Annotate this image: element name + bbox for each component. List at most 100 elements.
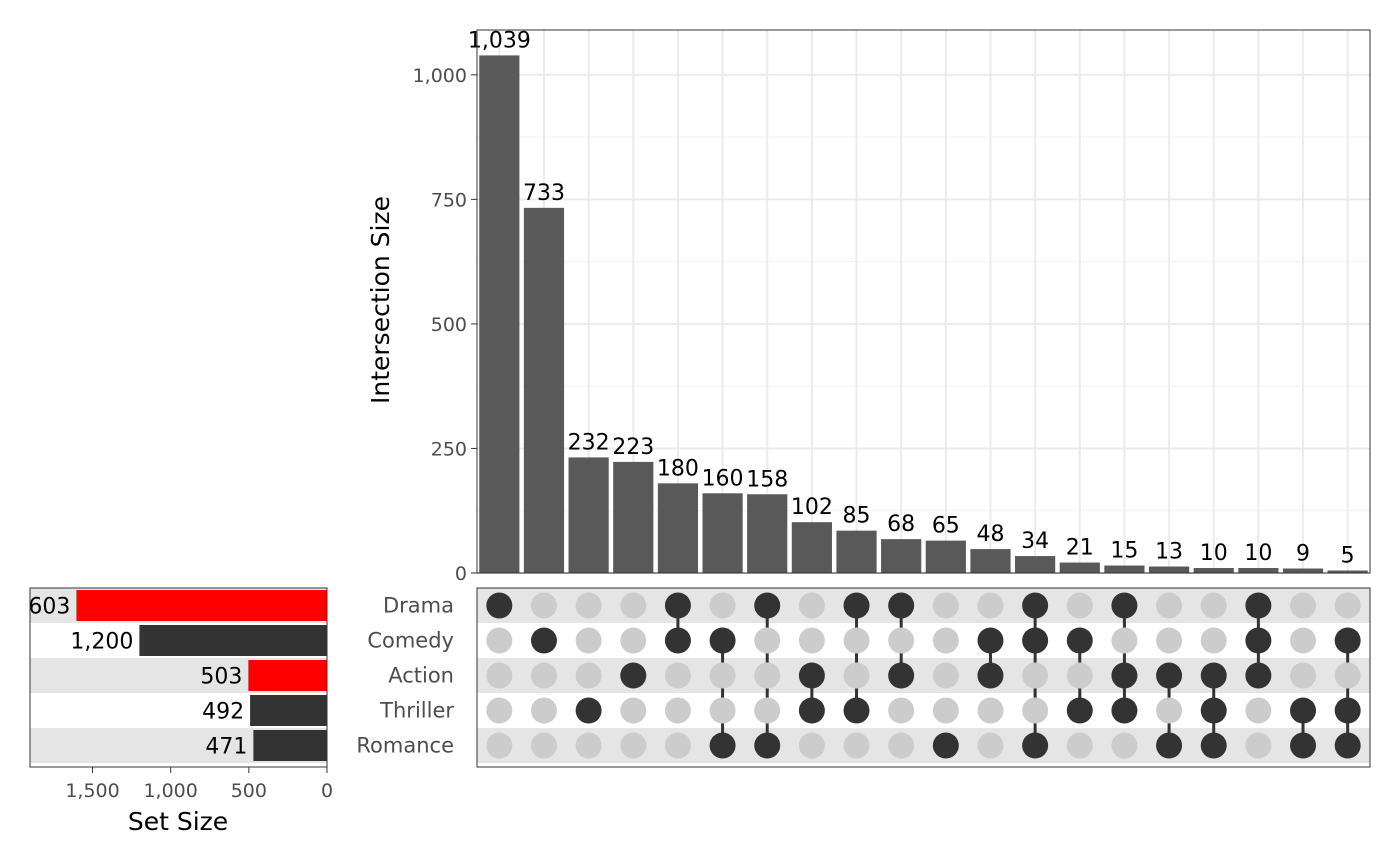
matrix-dot-inactive	[530, 592, 557, 619]
y-tick-label: 750	[431, 189, 467, 211]
set-name-labels: Drama Comedy Action Thriller Romance	[356, 594, 454, 758]
matrix-dot-inactive	[530, 732, 557, 759]
matrix-dot-inactive	[798, 627, 825, 654]
intersection-bar-label: 180	[657, 456, 699, 481]
intersection-bar-label: 9	[1296, 542, 1310, 567]
matrix-dot-inactive	[798, 732, 825, 759]
intersection-y-axis: 0 250 500 750 1,000	[413, 65, 477, 585]
matrix-dot-inactive	[530, 697, 557, 724]
matrix-dot-active	[1111, 592, 1138, 619]
matrix-dot-active	[1290, 732, 1317, 759]
matrix-dot-inactive	[754, 627, 781, 654]
matrix-dot-active	[664, 627, 691, 654]
matrix-dot-inactive	[843, 732, 870, 759]
x-tick-label: 1,500	[65, 780, 119, 802]
matrix-dot-inactive	[620, 592, 647, 619]
matrix-dot-inactive	[486, 732, 513, 759]
set-size-label: 492	[202, 700, 244, 725]
intersection-bar	[657, 483, 699, 573]
matrix-dot-active	[1156, 662, 1183, 689]
matrix-dot-active	[1245, 592, 1272, 619]
matrix-dot-inactive	[1245, 732, 1272, 759]
intersection-bar-label: 21	[1066, 536, 1094, 561]
intersection-bar-label: 10	[1244, 541, 1272, 566]
matrix-dot-inactive	[1334, 662, 1361, 689]
intersection-bar	[1193, 568, 1234, 573]
intersection-bar-label: 68	[887, 512, 915, 537]
intersection-bar-label: 733	[523, 181, 565, 206]
matrix-dot-inactive	[709, 662, 736, 689]
matrix-dot-inactive	[754, 662, 781, 689]
matrix-dot-inactive	[888, 732, 915, 759]
intersection-bar	[1015, 556, 1056, 573]
matrix-dot-active	[1111, 697, 1138, 724]
matrix-dot-inactive	[798, 592, 825, 619]
intersection-bar	[1148, 566, 1190, 573]
intersection-bar	[791, 522, 832, 573]
matrix-dot-active	[843, 592, 870, 619]
y-tick-label: 1,000	[413, 65, 467, 87]
intersection-bar-label: 13	[1155, 540, 1183, 565]
matrix-dot-active	[977, 627, 1004, 654]
matrix-dot-inactive	[1290, 592, 1317, 619]
intersection-bars	[479, 55, 1368, 573]
matrix-dot-inactive	[664, 662, 691, 689]
intersection-bar-label: 102	[791, 495, 833, 520]
matrix-dot-inactive	[1111, 627, 1138, 654]
matrix-dot-active	[888, 662, 915, 689]
intersection-bar-label: 232	[568, 430, 610, 455]
matrix-dot-active	[1066, 697, 1093, 724]
matrix-dot-inactive	[1156, 697, 1183, 724]
matrix-dot-active	[1200, 732, 1227, 759]
matrix-dot-inactive	[932, 592, 959, 619]
intersection-bar	[1059, 562, 1100, 573]
intersection-bar-label: 5	[1341, 544, 1355, 569]
matrix-dot-inactive	[1290, 627, 1317, 654]
matrix-stripe	[477, 658, 1370, 693]
x-tick-label: 0	[321, 780, 333, 802]
intersection-bar-label: 10	[1200, 541, 1228, 566]
intersection-bar-label: 34	[1021, 529, 1049, 554]
matrix-dot-inactive	[1334, 592, 1361, 619]
matrix-dot-active	[932, 732, 959, 759]
matrix-dot-active	[1245, 627, 1272, 654]
y-tick-label: 250	[431, 438, 467, 460]
y-tick-label: 500	[431, 314, 467, 336]
set-size-panel-border	[29, 587, 328, 768]
matrix-dot-inactive	[932, 697, 959, 724]
matrix-dot-inactive	[709, 592, 736, 619]
intersection-grid	[477, 30, 1370, 574]
matrix-dot-inactive	[664, 732, 691, 759]
set-size-bar	[253, 730, 327, 761]
matrix-dot-active	[709, 732, 736, 759]
set-size-label: 471	[205, 735, 247, 760]
intersection-bar	[613, 461, 654, 573]
set-name-label: Thriller	[379, 699, 454, 723]
matrix-dot-inactive	[1200, 627, 1227, 654]
intersection-bar	[702, 493, 743, 573]
matrix-dot-active	[1200, 662, 1227, 689]
intersection-bar-label: 15	[1110, 539, 1138, 564]
matrix-dot-active	[798, 697, 825, 724]
matrix-dot-active	[798, 662, 825, 689]
matrix-dot-active	[1334, 732, 1361, 759]
matrix-stripes	[477, 588, 1370, 763]
matrix-dot-inactive	[932, 662, 959, 689]
intersection-bar-label: 48	[976, 522, 1004, 547]
matrix-dot-active	[888, 592, 915, 619]
set-name-label: Comedy	[367, 629, 454, 653]
intersection-bar	[925, 540, 966, 573]
intersection-bar-label: 1,039	[468, 28, 531, 53]
set-size-bar	[76, 590, 328, 621]
intersection-bar	[747, 494, 788, 573]
matrix-dot-active	[620, 662, 647, 689]
set-size-axis-title: Set Size	[128, 807, 228, 836]
matrix-dot-inactive	[1066, 732, 1093, 759]
matrix-dot-inactive	[575, 592, 602, 619]
matrix-dot-inactive	[575, 627, 602, 654]
set-size-x-axis: 1,500 1,000 500 0	[65, 767, 333, 802]
matrix-dot-active	[754, 732, 781, 759]
x-tick-label: 1,000	[143, 780, 197, 802]
matrix-dot-inactive	[1022, 697, 1049, 724]
